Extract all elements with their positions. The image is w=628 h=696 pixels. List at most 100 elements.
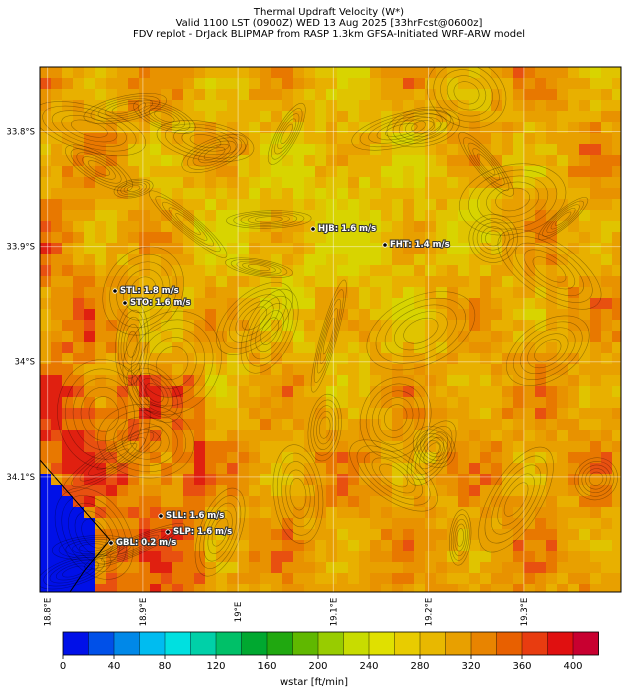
- field-cell: [458, 485, 470, 497]
- field-cell: [447, 265, 459, 277]
- station-marker: [122, 300, 128, 306]
- field-cell: [194, 254, 206, 266]
- field-cell: [205, 276, 217, 288]
- field-cell: [51, 89, 63, 101]
- field-cell: [249, 342, 261, 354]
- field-cell: [502, 199, 514, 211]
- contour: [452, 518, 468, 557]
- field-cell: [359, 133, 371, 145]
- field-cell: [370, 342, 382, 354]
- field-cell: [381, 540, 393, 552]
- field-cell: [513, 298, 525, 310]
- field-cell: [249, 419, 261, 431]
- field-cell: [381, 353, 393, 365]
- field-cell: [359, 518, 371, 530]
- field-cell: [579, 408, 591, 420]
- contour: [405, 116, 442, 138]
- field-cell: [293, 232, 305, 244]
- field-cell: [370, 122, 382, 134]
- field-cell: [249, 375, 261, 387]
- field-cell: [128, 287, 140, 299]
- field-cell: [601, 375, 613, 387]
- field-cell: [469, 320, 481, 332]
- colorbar-segment: [114, 632, 140, 655]
- field-cell: [260, 474, 272, 486]
- field-cell: [447, 474, 459, 486]
- field-cell: [95, 518, 107, 530]
- field-cell: [491, 485, 503, 497]
- field-cell: [62, 452, 74, 464]
- field-cell: [524, 551, 536, 563]
- field-cell: [370, 375, 382, 387]
- contour: [550, 207, 576, 230]
- field-cell: [513, 133, 525, 145]
- field-cell: [370, 243, 382, 255]
- field-cell: [469, 177, 481, 189]
- field-cell: [315, 144, 327, 156]
- field-cell: [469, 199, 481, 211]
- field-cell: [568, 133, 580, 145]
- field-cell: [491, 221, 503, 233]
- field-cell: [161, 111, 173, 123]
- field-cell: [403, 375, 415, 387]
- field-cell: [106, 254, 118, 266]
- field-cell: [326, 408, 338, 420]
- field-cell: [524, 540, 536, 552]
- field-cell: [392, 529, 404, 541]
- field-cell: [579, 177, 591, 189]
- field-cell: [491, 463, 503, 475]
- field-cell: [447, 232, 459, 244]
- field-cell: [293, 331, 305, 343]
- field-cell: [304, 573, 316, 585]
- field-cell: [172, 320, 184, 332]
- field-cell: [502, 232, 514, 244]
- field-cell: [348, 122, 360, 134]
- field-cell: [381, 265, 393, 277]
- field-cell: [183, 265, 195, 277]
- field-cell: [304, 177, 316, 189]
- contour: [70, 148, 128, 188]
- field-cell: [227, 584, 239, 592]
- field-cell: [381, 441, 393, 453]
- field-cell: [568, 89, 580, 101]
- field-cell: [128, 100, 140, 112]
- field-cell: [414, 177, 426, 189]
- field-cell: [172, 584, 184, 592]
- field-cell: [535, 221, 547, 233]
- field-cell: [128, 210, 140, 222]
- field-cell: [205, 397, 217, 409]
- field-cell: [458, 276, 470, 288]
- field-cell: [205, 540, 217, 552]
- field-cell: [535, 551, 547, 563]
- field-cell: [205, 111, 217, 123]
- field-cell: [40, 133, 52, 145]
- field-cell: [271, 155, 283, 167]
- field-cell: [502, 441, 514, 453]
- contour: [57, 359, 151, 469]
- contour: [120, 316, 144, 372]
- field-cell: [524, 342, 536, 354]
- field-cell: [194, 331, 206, 343]
- field-cell: [326, 78, 338, 90]
- field-cell: [359, 452, 371, 464]
- field-cell: [216, 254, 228, 266]
- field-cell: [161, 452, 173, 464]
- field-cell: [293, 408, 305, 420]
- field-cell: [513, 584, 525, 592]
- field-cell: [535, 100, 547, 112]
- field-cell: [139, 485, 151, 497]
- field-cell: [128, 320, 140, 332]
- field-cell: [425, 397, 437, 409]
- field-cell: [106, 441, 118, 453]
- field-cell: [194, 529, 206, 541]
- field-cell: [84, 419, 96, 431]
- field-cell: [392, 298, 404, 310]
- field-cell: [128, 562, 140, 574]
- field-cell: [139, 133, 151, 145]
- contour: [76, 152, 122, 184]
- contour: [120, 181, 147, 196]
- field-cell: [359, 111, 371, 123]
- field-cell: [128, 474, 140, 486]
- field-cell: [304, 496, 316, 508]
- field-cell: [480, 430, 492, 442]
